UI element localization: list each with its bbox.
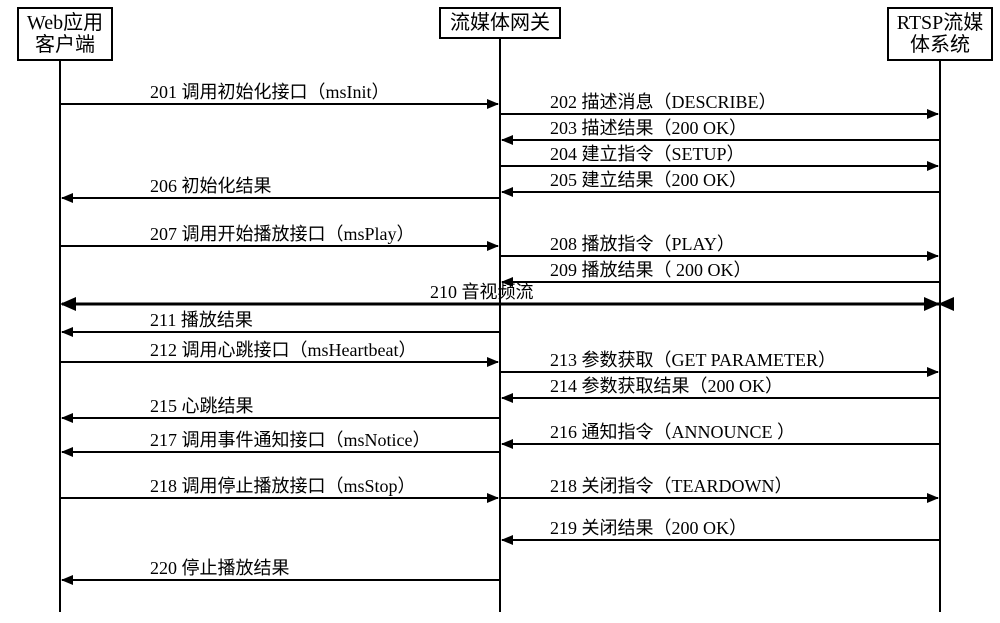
message-label-209: 209 播放结果（ 200 OK） (550, 260, 752, 280)
message-label-217: 217 调用事件通知接口（msNotice） (150, 430, 430, 450)
message-label-208: 208 播放指令（PLAY） (550, 234, 735, 254)
message-label-211: 211 播放结果 (150, 310, 253, 330)
message-label-219: 219 关闭结果（200 OK） (550, 518, 747, 538)
actor-label-client-1: 客户端 (35, 33, 95, 56)
message-arrow-210-starthead (924, 297, 940, 311)
message-label-206: 206 初始化结果 (150, 176, 272, 196)
message-label-215: 215 心跳结果 (150, 396, 254, 416)
actor-label-gateway-0: 流媒体网关 (450, 11, 550, 34)
message-label-201: 201 调用初始化接口（msInit） (150, 82, 390, 102)
message-label-205: 205 建立结果（200 OK） (550, 170, 747, 190)
sequence-diagram: Web应用客户端 流媒体网关 RTSP流媒体系统 201 调用初始化接口（msIni… (0, 0, 1000, 623)
message-label-216: 216 通知指令（ANNOUNCE ） (550, 422, 795, 442)
message-label-204: 204 建立指令（SETUP） (550, 144, 745, 164)
message-label-220: 220 停止播放结果 (150, 558, 290, 578)
message-label-210: 210 音视频流 (430, 282, 534, 302)
message-label-214: 214 参数获取结果（200 OK） (550, 376, 783, 396)
message-label-202: 202 描述消息（DESCRIBE） (550, 92, 777, 112)
actor-label-client-0: Web应用 (27, 11, 103, 34)
message-label-207: 207 调用开始播放接口（msPlay） (150, 224, 415, 244)
message-label-218b: 218 关闭指令（TEARDOWN） (550, 476, 792, 496)
message-label-218: 218 调用停止播放接口（msStop） (150, 476, 416, 496)
message-label-213: 213 参数获取（GET PARAMETER） (550, 350, 836, 370)
actor-label-rtsp-0: RTSP流媒 (897, 11, 984, 34)
message-label-203: 203 描述结果（200 OK） (550, 118, 747, 138)
actor-label-rtsp-1: 体系统 (910, 33, 970, 56)
message-label-212: 212 调用心跳接口（msHeartbeat） (150, 340, 416, 360)
